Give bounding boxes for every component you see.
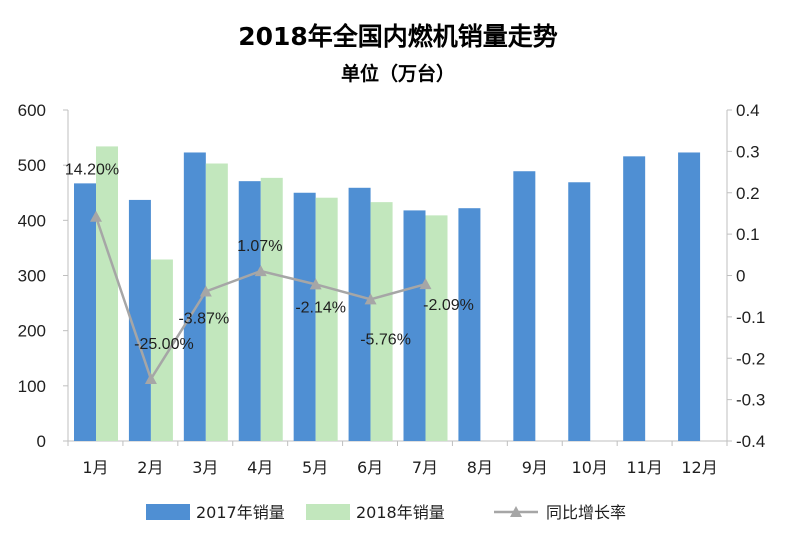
bar-2017 bbox=[678, 152, 701, 441]
y-right-tick-label: -0.4 bbox=[736, 432, 765, 451]
bar-2018 bbox=[370, 202, 393, 441]
growth-data-label: -25.00% bbox=[134, 336, 194, 353]
bar-2018 bbox=[205, 163, 228, 442]
y-right-tick-label: -0.3 bbox=[736, 391, 765, 410]
legend-label-growth: 同比增长率 bbox=[546, 503, 626, 522]
growth-data-label: -2.14% bbox=[295, 299, 346, 316]
y-left-tick-label: 100 bbox=[18, 377, 46, 396]
x-tick-label: 12月 bbox=[681, 458, 717, 477]
bar-2017 bbox=[513, 171, 536, 442]
bar-2017 bbox=[293, 192, 316, 441]
legend-swatch-2018 bbox=[306, 504, 350, 520]
x-tick-label: 10月 bbox=[572, 458, 608, 477]
bar-2017 bbox=[238, 181, 261, 442]
bar-2018 bbox=[260, 177, 283, 442]
bar-2017 bbox=[458, 208, 481, 441]
y-left-tick-label: 400 bbox=[18, 211, 46, 230]
legend-swatch-2017 bbox=[146, 504, 190, 520]
growth-data-label: 1.07% bbox=[237, 238, 282, 255]
bar-2017 bbox=[128, 199, 151, 441]
legend-label-2018: 2018年销量 bbox=[356, 503, 445, 522]
bar-2018 bbox=[425, 215, 448, 441]
legend-marker-growth bbox=[510, 506, 522, 517]
y-left-tick-label: 500 bbox=[18, 156, 46, 175]
growth-point-marker bbox=[364, 293, 377, 305]
x-tick-label: 7月 bbox=[412, 458, 438, 477]
growth-point-marker bbox=[309, 278, 322, 290]
y-right-tick-label: 0.1 bbox=[736, 225, 760, 244]
growth-point-marker bbox=[199, 285, 212, 297]
x-tick-label: 1月 bbox=[82, 458, 108, 477]
x-tick-label: 4月 bbox=[247, 458, 273, 477]
x-tick-label: 6月 bbox=[357, 458, 383, 477]
y-right-tick-label: 0.4 bbox=[736, 101, 760, 120]
growth-data-label: -5.76% bbox=[360, 331, 411, 348]
growth-data-label: -2.09% bbox=[423, 297, 474, 314]
x-tick-label: 9月 bbox=[522, 458, 548, 477]
bar-2017 bbox=[568, 182, 591, 442]
bar-2017 bbox=[348, 187, 371, 441]
y-left-tick-label: 600 bbox=[18, 101, 46, 120]
growth-point-marker bbox=[90, 210, 102, 222]
legend: 2017年销量 2018年销量 同比增长率 bbox=[146, 503, 626, 522]
bar-2018 bbox=[150, 259, 173, 441]
bars bbox=[74, 146, 701, 442]
x-tick-label: 8月 bbox=[467, 458, 493, 477]
bar-2017 bbox=[183, 152, 206, 441]
y-right-tick-label: 0.3 bbox=[736, 142, 760, 161]
chart-title: 2018年全国内燃机销量走势 bbox=[238, 22, 558, 51]
x-tick-label: 11月 bbox=[626, 458, 662, 477]
growth-line bbox=[90, 210, 432, 384]
y-right-tick-label: 0 bbox=[736, 267, 745, 286]
growth-point-marker bbox=[254, 265, 267, 277]
bar-2018 bbox=[96, 146, 118, 441]
x-tick-label: 2月 bbox=[137, 458, 163, 477]
growth-data-label: 14.20% bbox=[65, 162, 119, 179]
growth-point-marker bbox=[419, 278, 432, 290]
growth-point-marker bbox=[144, 372, 157, 384]
axes: 0 100 200 300 400 500 600 -0.4 -0.3 -0.2 -0.1 0 0.1 0… bbox=[18, 101, 766, 477]
y-right-tick-label: 0.2 bbox=[736, 184, 760, 203]
data-labels: 14.20% -25.00% -3.87% 1.07% -2.14% -5.76% -2.0… bbox=[65, 162, 474, 353]
y-right-tick-label: -0.1 bbox=[736, 308, 765, 327]
chart-subtitle: 单位（万台） bbox=[341, 62, 455, 85]
y-left-tick-label: 200 bbox=[18, 322, 46, 341]
growth-data-label: -3.87% bbox=[178, 311, 229, 328]
legend-label-2017: 2017年销量 bbox=[196, 503, 285, 522]
bar-2018 bbox=[315, 197, 338, 441]
x-tick-label: 5月 bbox=[302, 458, 328, 477]
bar-2017 bbox=[403, 210, 426, 441]
bar-2017 bbox=[74, 183, 96, 441]
y-right-tick-label: -0.2 bbox=[736, 349, 765, 368]
y-left-tick-label: 300 bbox=[18, 267, 46, 286]
bar-2017 bbox=[623, 156, 646, 441]
x-tick-label: 3月 bbox=[192, 458, 218, 477]
y-left-tick-label: 0 bbox=[37, 432, 46, 451]
